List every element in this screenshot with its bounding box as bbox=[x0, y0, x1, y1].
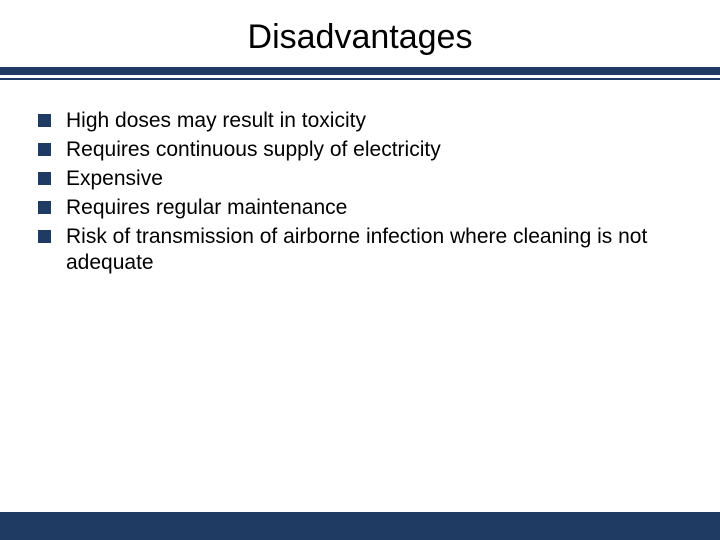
square-bullet-icon bbox=[38, 114, 51, 127]
list-item: Risk of transmission of airborne infecti… bbox=[38, 224, 682, 278]
bullet-text: Risk of transmission of airborne infecti… bbox=[66, 225, 647, 275]
square-bullet-icon bbox=[38, 201, 51, 214]
square-bullet-icon bbox=[38, 143, 51, 156]
title-underline bbox=[0, 67, 720, 80]
rule-thick bbox=[0, 67, 720, 75]
list-item: High doses may result in toxicity bbox=[38, 108, 682, 135]
square-bullet-icon bbox=[38, 172, 51, 185]
bullet-text: Requires regular maintenance bbox=[66, 196, 347, 219]
list-item: Expensive bbox=[38, 166, 682, 193]
bullet-text: High doses may result in toxicity bbox=[66, 109, 366, 132]
footer-bar bbox=[0, 512, 720, 540]
slide: Disadvantages High doses may result in t… bbox=[0, 0, 720, 540]
list-item: Requires continuous supply of electricit… bbox=[38, 137, 682, 164]
bullet-text: Expensive bbox=[66, 167, 163, 190]
bullet-list: High doses may result in toxicity Requir… bbox=[38, 108, 682, 277]
slide-title: Disadvantages bbox=[248, 18, 473, 57]
title-area: Disadvantages bbox=[0, 0, 720, 57]
list-item: Requires regular maintenance bbox=[38, 195, 682, 222]
content-area: High doses may result in toxicity Requir… bbox=[0, 80, 720, 277]
bullet-text: Requires continuous supply of electricit… bbox=[66, 138, 441, 161]
square-bullet-icon bbox=[38, 230, 51, 243]
